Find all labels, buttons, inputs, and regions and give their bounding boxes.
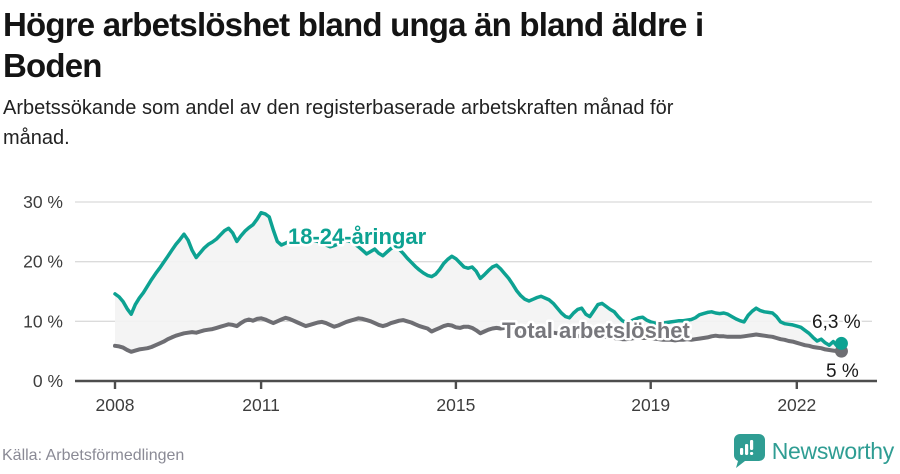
x-tick-2011: 2011 bbox=[242, 395, 280, 415]
unemployment-line-chart: 30 % 20 % 10 % 0 % 2008 2011 2015 2019 2… bbox=[0, 165, 900, 430]
title-line-2: Boden bbox=[3, 47, 102, 84]
series-label-youth: 18-24-åringar bbox=[288, 224, 427, 249]
brand-name: Newsworthy bbox=[771, 437, 895, 464]
subtitle-line-2: månad. bbox=[3, 127, 70, 149]
end-dot-youth bbox=[834, 336, 848, 350]
y-axis-labels: 30 % 20 % 10 % 0 % bbox=[23, 192, 63, 391]
x-tick-2015: 2015 bbox=[436, 395, 475, 415]
newsworthy-logo: Newsworthy bbox=[733, 434, 894, 468]
page-title: Högre arbetslöshet bland unga än bland ä… bbox=[3, 4, 895, 86]
end-value-total: 5 % bbox=[826, 361, 859, 382]
x-tick-2022: 2022 bbox=[777, 395, 816, 415]
title-line-1: Högre arbetslöshet bland unga än bland ä… bbox=[3, 6, 704, 43]
x-axis bbox=[75, 379, 877, 389]
line-total-unemployment bbox=[113, 315, 844, 354]
subtitle-line-1: Arbetssökande som andel av den registerb… bbox=[3, 97, 674, 119]
area-between-series bbox=[115, 212, 842, 352]
line-youth-unemployment bbox=[113, 210, 844, 349]
bar-chart-glyph bbox=[739, 440, 753, 455]
newsworthy-bubble-icon bbox=[733, 434, 765, 468]
chart-subtitle: Arbetssökande som andel av den registerb… bbox=[3, 93, 863, 153]
series-label-total: Total arbetslöshet bbox=[502, 318, 691, 343]
y-tick-30: 30 % bbox=[23, 192, 63, 212]
source-note: Källa: Arbetsförmedlingen bbox=[2, 447, 185, 464]
y-tick-0: 0 % bbox=[33, 371, 63, 391]
chart-canvas: 30 % 20 % 10 % 0 % 2008 2011 2015 2019 2… bbox=[23, 192, 877, 415]
end-value-youth: 6,3 % bbox=[812, 312, 861, 333]
x-axis-labels: 2008 2011 2015 2019 2022 bbox=[96, 395, 817, 415]
y-tick-20: 20 % bbox=[23, 252, 63, 272]
y-tick-10: 10 % bbox=[23, 311, 63, 331]
x-tick-2019: 2019 bbox=[631, 395, 670, 415]
x-tick-2008: 2008 bbox=[96, 395, 135, 415]
